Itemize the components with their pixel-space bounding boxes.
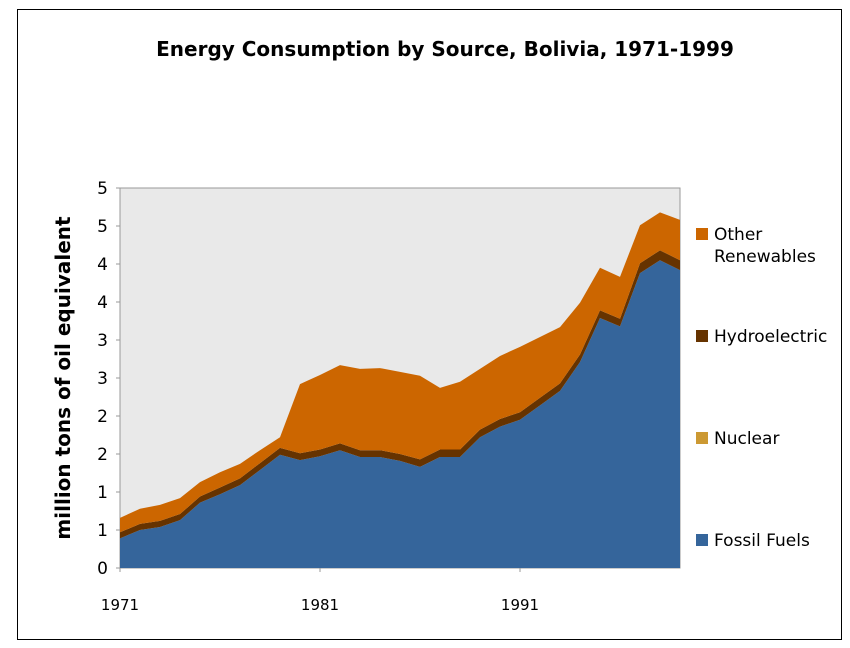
- y-tick-label: 3: [97, 331, 108, 351]
- y-axis-label: million tons of oil equivalent: [51, 216, 75, 540]
- legend-item: Hydroelectric: [696, 326, 846, 348]
- legend-label: Fossil Fuels: [714, 531, 810, 551]
- legend-label: Nuclear: [714, 429, 780, 449]
- legend-swatch: [696, 534, 708, 546]
- y-tick-label: 5: [97, 179, 108, 199]
- legend-item: Fossil Fuels: [696, 530, 846, 552]
- y-tick-label: 1: [97, 483, 108, 503]
- y-tick-label: 0: [97, 559, 108, 579]
- legend-label: Other Renewables: [714, 225, 816, 267]
- legend-swatch: [696, 330, 708, 342]
- y-tick-label: 4: [97, 255, 108, 275]
- legend-item: Nuclear: [696, 428, 846, 450]
- y-tick-label: 1: [97, 521, 108, 541]
- y-tick-label: 2: [97, 407, 108, 427]
- x-tick-label: 1981: [301, 596, 339, 614]
- legend-label: Hydroelectric: [714, 327, 828, 347]
- area: [120, 212, 680, 533]
- y-tick-label: 3: [97, 369, 108, 389]
- area: [120, 260, 680, 568]
- x-tick-label: 1971: [101, 596, 139, 614]
- y-tick-label: 4: [97, 293, 108, 313]
- x-tick-label: 1991: [501, 596, 539, 614]
- chart-title: Energy Consumption by Source, Bolivia, 1…: [156, 37, 734, 61]
- y-tick-label: 2: [97, 445, 108, 465]
- legend-swatch: [696, 432, 708, 444]
- legend-item: Other Renewables: [696, 224, 846, 268]
- area: [120, 250, 680, 539]
- y-tick-label: 5: [97, 217, 108, 237]
- legend-swatch: [696, 228, 708, 240]
